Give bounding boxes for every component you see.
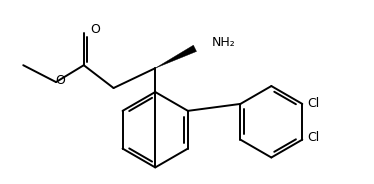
Text: Cl: Cl	[307, 97, 319, 110]
Text: Cl: Cl	[307, 131, 319, 144]
Polygon shape	[155, 45, 196, 68]
Text: NH₂: NH₂	[212, 36, 236, 49]
Text: O: O	[90, 23, 99, 36]
Text: O: O	[55, 74, 65, 87]
